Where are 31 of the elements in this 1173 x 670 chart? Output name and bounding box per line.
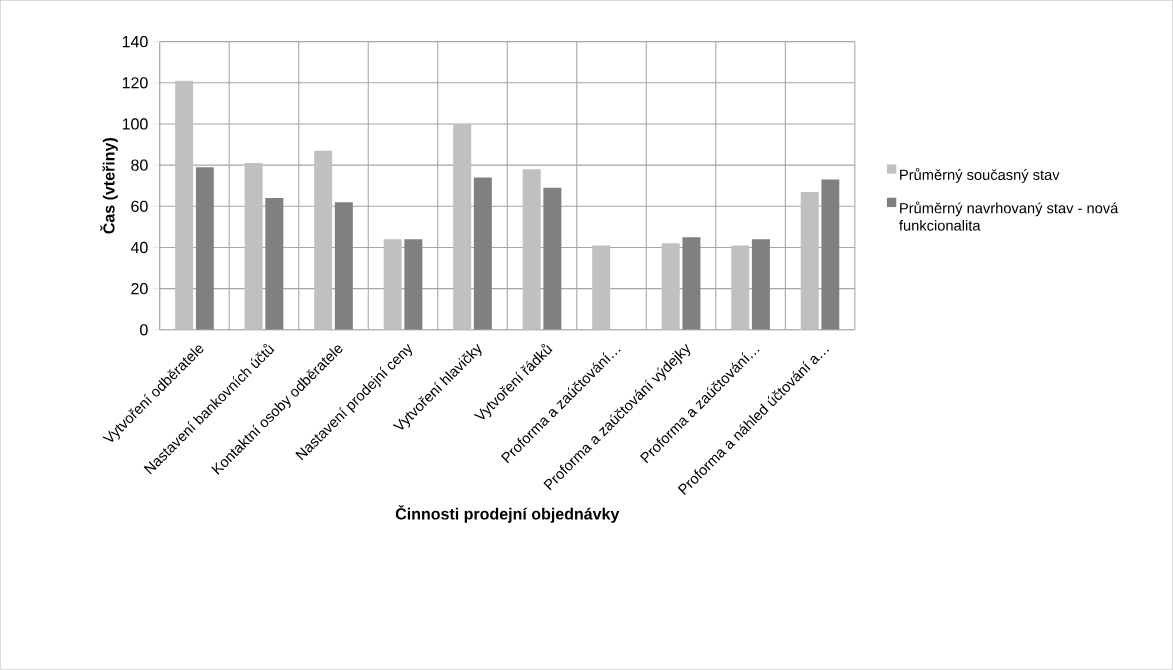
bar bbox=[334, 202, 353, 330]
bar bbox=[592, 245, 611, 330]
bar bbox=[314, 150, 333, 330]
bar bbox=[661, 243, 680, 330]
y-tick-label: 60 bbox=[131, 200, 148, 213]
y-tick-label: 20 bbox=[131, 283, 148, 295]
bar bbox=[543, 187, 562, 330]
bar bbox=[821, 179, 840, 330]
bar bbox=[195, 167, 214, 330]
legend-label: Průměrný současný stav bbox=[900, 168, 1060, 184]
bar bbox=[522, 169, 541, 330]
bar bbox=[175, 80, 194, 330]
bar bbox=[800, 192, 819, 330]
y-tick-label: 140 bbox=[122, 36, 148, 48]
bar bbox=[473, 177, 492, 330]
y-tick-label: 40 bbox=[130, 241, 148, 254]
bar bbox=[682, 237, 701, 330]
y-tick-label: 80 bbox=[131, 159, 148, 171]
legend-label: Průměrný navrhovaný stav - nová funkcionalita bbox=[899, 201, 1119, 231]
y-tick-label: 0 bbox=[140, 324, 148, 336]
bar bbox=[404, 239, 423, 330]
bar bbox=[265, 198, 284, 330]
y-axis-title: Čas (vteřiny) bbox=[100, 138, 118, 234]
x-axis-title: Činnosti prodejní objednávky bbox=[395, 505, 620, 523]
bar bbox=[731, 245, 750, 330]
bar bbox=[751, 239, 770, 330]
y-tick-label: 120 bbox=[122, 77, 148, 89]
bar bbox=[244, 163, 263, 330]
y-tick-label: 100 bbox=[122, 118, 148, 130]
bar bbox=[383, 239, 402, 330]
bar bbox=[453, 124, 472, 330]
